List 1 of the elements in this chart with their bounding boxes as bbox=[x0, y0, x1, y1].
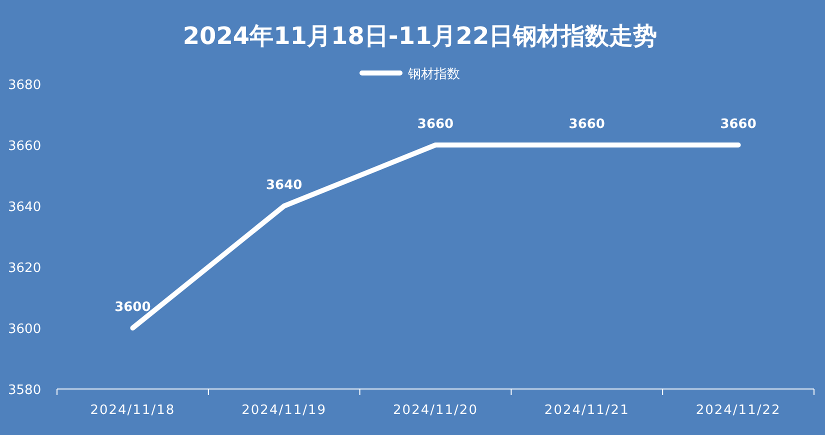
title: 2024年11月18日-11月22日钢材指数走势 bbox=[182, 22, 658, 50]
